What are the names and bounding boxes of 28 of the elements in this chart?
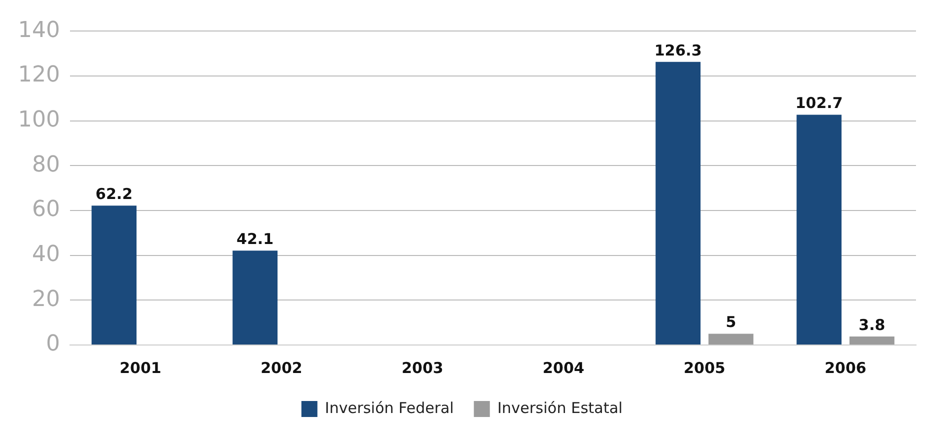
data-label: 126.3 xyxy=(654,41,702,60)
x-tick-label: 2005 xyxy=(684,358,726,377)
x-tick-label: 2006 xyxy=(824,358,866,377)
bar xyxy=(92,206,137,344)
data-label: 62.2 xyxy=(96,184,133,203)
y-tick-label: 120 xyxy=(18,62,60,88)
bar xyxy=(232,250,278,344)
data-label: 5 xyxy=(726,313,736,332)
x-tick-label: 2002 xyxy=(260,358,302,377)
bar xyxy=(708,334,754,344)
y-tick-label: 140 xyxy=(18,18,60,43)
data-label: 42.1 xyxy=(236,230,274,248)
x-tick-label: 2004 xyxy=(542,358,584,377)
data-label: 102.7 xyxy=(795,94,843,112)
y-tick-label: 60 xyxy=(32,197,60,222)
x-tick-label: 2001 xyxy=(120,358,162,377)
x-tick-label: 2003 xyxy=(402,358,444,377)
y-tick-label: 0 xyxy=(46,332,60,357)
y-tick-label: 20 xyxy=(32,286,60,312)
legend-label: Inversión Federal xyxy=(324,398,454,417)
bar xyxy=(656,62,701,344)
legend-label: Inversión Estatal xyxy=(497,398,623,417)
y-tick-label: 40 xyxy=(32,242,60,268)
y-tick-label: 100 xyxy=(18,108,60,133)
bar xyxy=(849,336,894,344)
data-label: 3.8 xyxy=(858,316,886,334)
bar xyxy=(796,114,842,344)
y-tick-label: 80 xyxy=(32,152,60,178)
